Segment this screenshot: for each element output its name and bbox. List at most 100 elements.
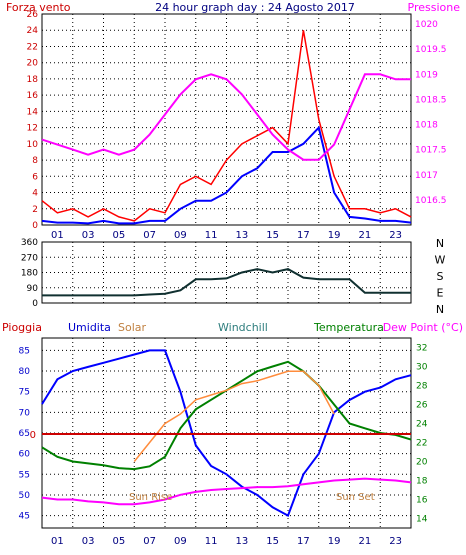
wind-x-ticks: 01 03 05 07 09 11 13 15 17 19 21 23 xyxy=(51,230,402,241)
direction-panel-grid xyxy=(42,241,411,304)
y-tick-label: 8 xyxy=(32,156,38,166)
humidity-tick-label: 60 xyxy=(19,450,31,460)
y-tick-label: 4 xyxy=(32,189,38,199)
dewpoint-label: Dew Point (°C) xyxy=(383,321,463,334)
y2-tick-label: 1016.5 xyxy=(415,196,447,206)
temperature-x-ticks: 01 03 05 07 09 11 13 15 17 19 21 23 xyxy=(51,536,402,547)
humidity-series-line xyxy=(41,349,412,518)
wind-panel-frame xyxy=(41,13,412,226)
y2-tick-label: 1018.5 xyxy=(415,95,447,105)
direction-tick-label: 360 xyxy=(21,238,38,248)
temperature-y-ticks: 14 16 18 20 22 24 26 28 30 32 xyxy=(416,344,428,525)
y-tick-label: 26 xyxy=(27,10,39,20)
x-tick-label: 09 xyxy=(174,230,187,241)
y-tick-label: 10 xyxy=(27,140,39,150)
pressure-y-ticks: 1016.5 1017 1017.5 1018 1018.5 1019 1019.5 1020 xyxy=(415,20,447,206)
x-tick-label: 13 xyxy=(236,230,249,241)
x-tick-label: 07 xyxy=(143,536,156,547)
compass-label: S xyxy=(437,270,444,283)
x-tick-label: 09 xyxy=(174,536,187,547)
y-tick-label: 16 xyxy=(27,91,39,101)
pressure-series-line xyxy=(41,73,411,161)
temperature-panel-series xyxy=(41,349,412,518)
wind-axis-title: Forza vento xyxy=(6,1,71,14)
y-tick-label: 18 xyxy=(27,75,39,85)
humidity-tick-label: 45 xyxy=(19,512,30,522)
wind-panel-series xyxy=(41,30,412,225)
gust-series-line xyxy=(41,125,412,225)
x-tick-label: 21 xyxy=(359,536,372,547)
solar-label: Solar xyxy=(118,321,147,334)
compass-label: N xyxy=(436,303,444,316)
x-tick-label: 05 xyxy=(113,536,126,547)
x-tick-label: 19 xyxy=(328,230,341,241)
humidity-tick-label: 50 xyxy=(19,491,31,501)
temperature-tick-label: 22 xyxy=(416,439,427,449)
wind-series-line xyxy=(41,30,412,222)
windchill-label: Windchill xyxy=(218,321,268,334)
humidity-tick-label: 65 xyxy=(19,429,30,439)
x-tick-label: 11 xyxy=(205,230,218,241)
x-tick-label: 05 xyxy=(113,230,126,241)
temperature-tick-label: 14 xyxy=(416,515,428,525)
temperature-tick-label: 20 xyxy=(416,458,428,468)
direction-panel-series xyxy=(42,268,411,297)
y2-tick-label: 1017 xyxy=(415,171,438,181)
x-tick-label: 23 xyxy=(389,536,402,547)
direction-tick-label: 180 xyxy=(21,269,38,279)
rain-value: 0 xyxy=(30,430,36,441)
direction-tick-label: 90 xyxy=(27,284,39,294)
humidity-tick-label: 55 xyxy=(19,470,30,480)
x-tick-label: 23 xyxy=(389,230,402,241)
temperature-tick-label: 16 xyxy=(416,496,428,506)
compass-label: N xyxy=(436,237,444,250)
humidity-tick-label: 70 xyxy=(19,408,31,418)
x-tick-label: 15 xyxy=(266,230,279,241)
temperature-tick-label: 24 xyxy=(416,420,428,430)
x-tick-label: 15 xyxy=(266,536,279,547)
y2-tick-label: 1020 xyxy=(415,20,438,30)
sunrise-annotation: Sun Rise xyxy=(129,492,172,503)
temperature-tick-label: 26 xyxy=(416,401,428,411)
compass-label: E xyxy=(437,287,444,300)
humidity-tick-label: 80 xyxy=(19,367,31,377)
temperature-label: Temperatura xyxy=(313,321,384,334)
temperature-tick-label: 30 xyxy=(416,363,428,373)
y-tick-label: 0 xyxy=(32,221,38,231)
humidity-label: Umidita xyxy=(68,321,111,334)
temperature-tick-label: 18 xyxy=(416,477,428,487)
y-tick-label: 24 xyxy=(27,26,39,36)
x-tick-label: 21 xyxy=(359,230,372,241)
y-tick-label: 12 xyxy=(27,124,38,134)
rain-label: Pioggia xyxy=(2,321,42,334)
temperature-tick-label: 32 xyxy=(416,344,427,354)
graph-title: 24 hour graph day : 24 Agosto 2017 xyxy=(155,1,355,14)
x-tick-label: 13 xyxy=(236,536,249,547)
y-tick-label: 20 xyxy=(27,59,39,69)
y-tick-label: 22 xyxy=(27,42,38,52)
pressure-axis-title: Pressione xyxy=(408,1,461,14)
direction-series-line xyxy=(42,268,411,297)
y2-tick-label: 1017.5 xyxy=(415,146,447,156)
humidity-y-ticks: 45 50 55 60 65 70 75 80 85 xyxy=(19,346,31,521)
direction-y-ticks: 0 90 180 270 360 xyxy=(21,238,38,309)
x-tick-label: 17 xyxy=(297,230,310,241)
x-tick-label: 01 xyxy=(51,536,64,547)
y2-tick-label: 1018 xyxy=(415,121,438,131)
x-tick-label: 01 xyxy=(51,230,64,241)
direction-tick-label: 270 xyxy=(21,253,38,263)
x-tick-label: 03 xyxy=(82,536,95,547)
humidity-tick-label: 85 xyxy=(19,346,30,356)
y2-tick-label: 1019.5 xyxy=(415,45,447,55)
solar-series-line xyxy=(133,370,335,462)
y2-tick-label: 1019 xyxy=(415,70,438,80)
x-tick-label: 19 xyxy=(328,536,341,547)
y-tick-label: 6 xyxy=(32,172,38,182)
sunset-annotation: Sun Set xyxy=(336,492,375,503)
humidity-tick-label: 75 xyxy=(19,388,30,398)
